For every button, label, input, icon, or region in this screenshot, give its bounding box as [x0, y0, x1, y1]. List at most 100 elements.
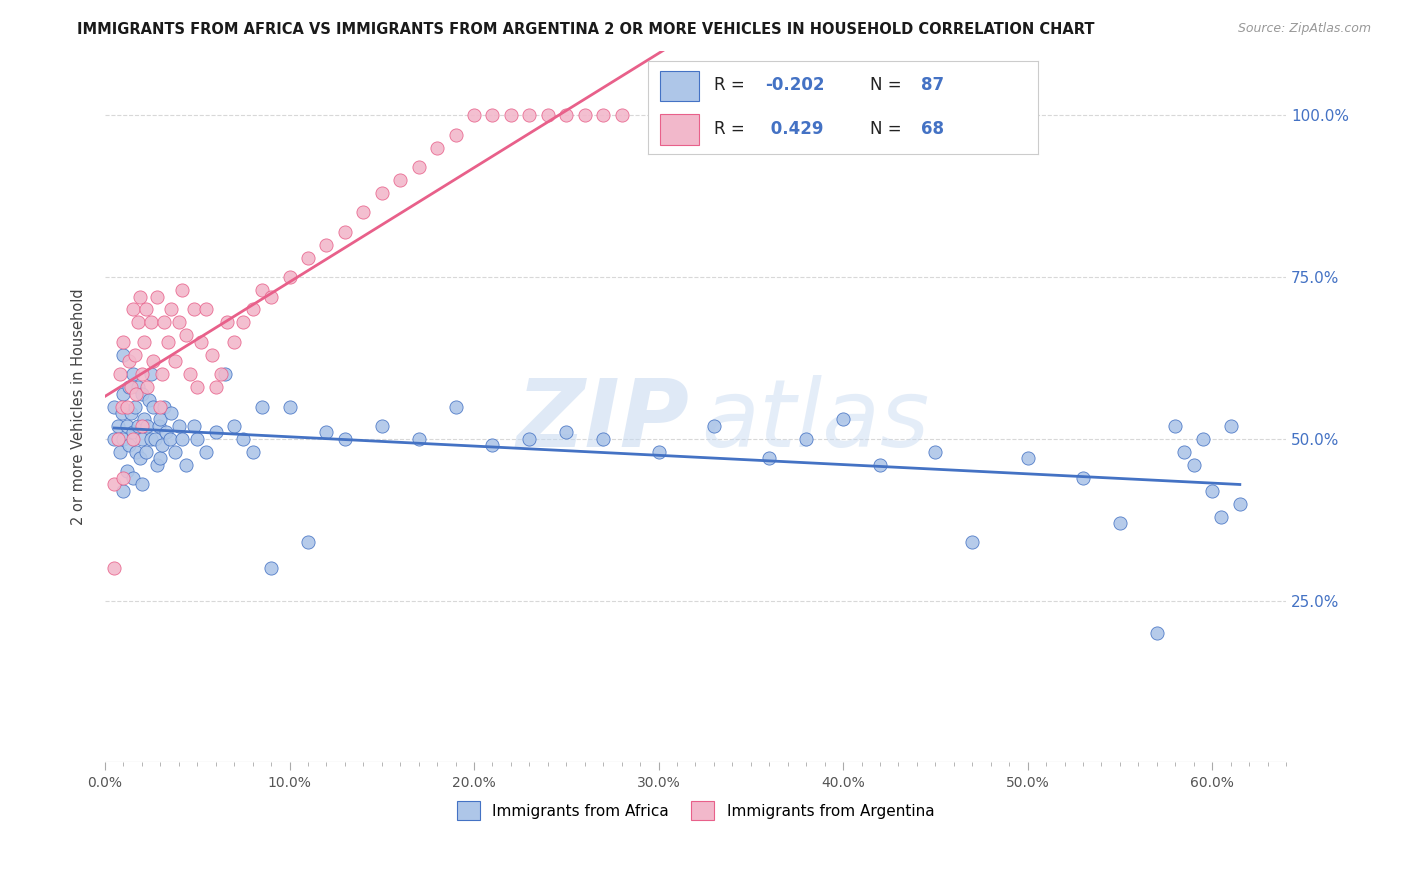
Point	[153, 400, 176, 414]
Point	[215, 315, 238, 329]
Point	[444, 400, 467, 414]
Point	[103, 477, 125, 491]
Point	[232, 315, 254, 329]
Point	[103, 432, 125, 446]
Point	[703, 419, 725, 434]
Point	[592, 432, 614, 446]
Point	[195, 302, 218, 317]
Point	[278, 270, 301, 285]
Point	[555, 425, 578, 440]
Point	[135, 445, 157, 459]
Point	[153, 315, 176, 329]
Point	[1192, 432, 1215, 446]
Point	[242, 445, 264, 459]
Point	[1109, 516, 1132, 530]
Point	[129, 289, 152, 303]
Point	[167, 419, 190, 434]
Point	[131, 368, 153, 382]
Point	[165, 354, 187, 368]
Point	[121, 432, 143, 446]
Point	[499, 108, 522, 122]
Point	[150, 368, 173, 382]
Text: IMMIGRANTS FROM AFRICA VS IMMIGRANTS FROM ARGENTINA 2 OR MORE VEHICLES IN HOUSEH: IMMIGRANTS FROM AFRICA VS IMMIGRANTS FRO…	[77, 22, 1095, 37]
Point	[519, 108, 541, 122]
Point	[183, 302, 205, 317]
Point	[250, 283, 273, 297]
Point	[869, 458, 891, 472]
Point	[150, 438, 173, 452]
Point	[112, 386, 135, 401]
Point	[408, 432, 430, 446]
Point	[592, 108, 614, 122]
Point	[1173, 445, 1195, 459]
Point	[172, 432, 194, 446]
Point	[103, 400, 125, 414]
Legend: Immigrants from Africa, Immigrants from Argentina: Immigrants from Africa, Immigrants from …	[450, 795, 941, 826]
Point	[1146, 626, 1168, 640]
Point	[160, 406, 183, 420]
Point	[125, 445, 148, 459]
Point	[260, 289, 283, 303]
Point	[127, 315, 149, 329]
Point	[174, 458, 197, 472]
Point	[129, 451, 152, 466]
Point	[224, 334, 246, 349]
Point	[131, 386, 153, 401]
Point	[165, 445, 187, 459]
Point	[481, 438, 503, 452]
Point	[142, 400, 165, 414]
Point	[167, 315, 190, 329]
Point	[115, 419, 138, 434]
Point	[139, 315, 162, 329]
Point	[232, 432, 254, 446]
Point	[186, 380, 208, 394]
Point	[195, 445, 218, 459]
Point	[481, 108, 503, 122]
Point	[1229, 497, 1251, 511]
Point	[172, 283, 194, 297]
Point	[121, 368, 143, 382]
Point	[183, 419, 205, 434]
Point	[160, 302, 183, 317]
Point	[1164, 419, 1187, 434]
Point	[204, 425, 226, 440]
Point	[127, 419, 149, 434]
Point	[136, 419, 159, 434]
Point	[155, 425, 177, 440]
Point	[121, 425, 143, 440]
Point	[371, 186, 394, 200]
Point	[186, 432, 208, 446]
Point	[924, 445, 946, 459]
Point	[120, 406, 142, 420]
Point	[519, 432, 541, 446]
Point	[574, 108, 596, 122]
Point	[1201, 483, 1223, 498]
Point	[408, 160, 430, 174]
Point	[444, 128, 467, 142]
Point	[156, 334, 179, 349]
Point	[139, 368, 162, 382]
Point	[315, 425, 337, 440]
Point	[112, 483, 135, 498]
Point	[758, 451, 780, 466]
Point	[174, 328, 197, 343]
Point	[794, 432, 817, 446]
Point	[115, 464, 138, 478]
Point	[555, 108, 578, 122]
Point	[139, 432, 162, 446]
Point	[112, 348, 135, 362]
Point	[131, 477, 153, 491]
Point	[832, 412, 855, 426]
Point	[250, 400, 273, 414]
Point	[297, 535, 319, 549]
Point	[647, 108, 669, 122]
Point	[121, 471, 143, 485]
Point	[962, 535, 984, 549]
Point	[149, 400, 172, 414]
Point	[1071, 471, 1094, 485]
Point	[125, 386, 148, 401]
Point	[145, 289, 167, 303]
Point	[297, 251, 319, 265]
Text: atlas: atlas	[702, 376, 929, 467]
Point	[132, 412, 155, 426]
